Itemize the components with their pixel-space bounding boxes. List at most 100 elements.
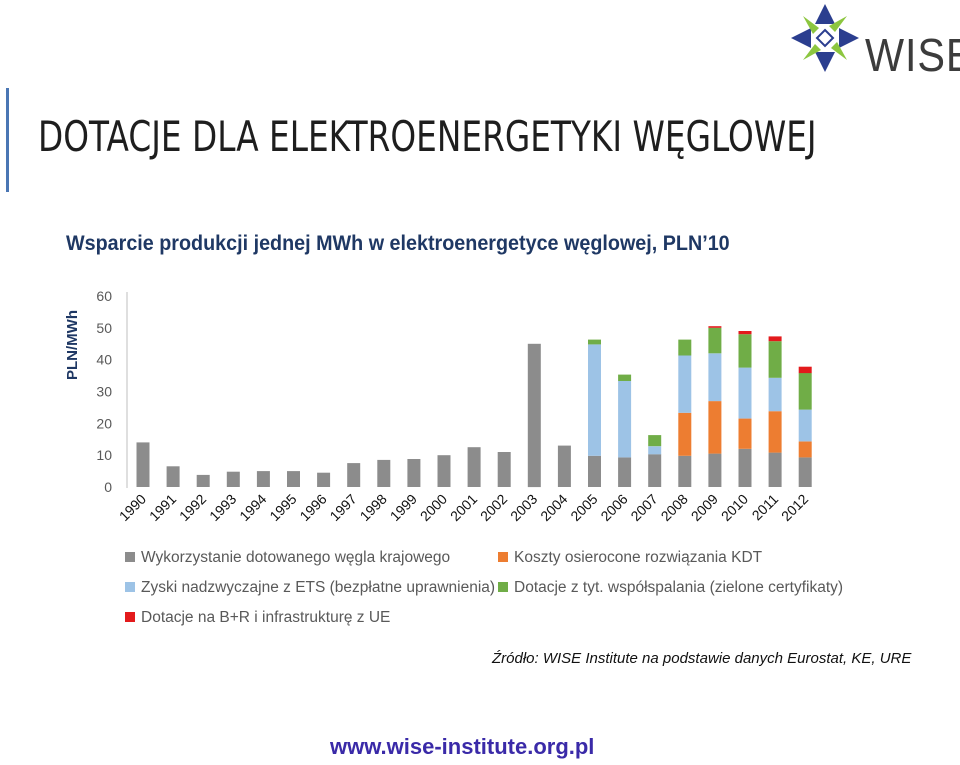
bar-segment-2008-s1 [678,412,692,456]
bar-segment-1996-s0 [317,472,331,487]
x-tick-label: 1994 [236,491,269,524]
bar-segment-2006-s0 [618,457,632,487]
legend-item: Koszty osierocone rozwiązania KDT [498,549,762,567]
y-tick-label: 0 [104,479,112,495]
bar-segment-2012-s0 [798,457,812,487]
bar-segment-2011-s1 [768,411,782,453]
x-tick-label: 2004 [537,491,570,524]
x-tick-label: 1990 [116,491,149,524]
bar-segment-2009-s3 [708,327,722,354]
wise-logo-icon [791,4,859,72]
legend-item: Dotacje z tyt. współspalania (zielone ce… [498,579,843,597]
source-note: Źródło: WISE Institute na podstawie dany… [492,650,912,667]
bar-segment-2008-s2 [678,355,692,413]
logo-text: WISE [865,29,960,81]
legend-swatch [125,612,135,622]
bar-segment-2009-s0 [708,453,722,487]
bar-segment-2011-s4 [768,336,782,342]
legend-label: Dotacje z tyt. współspalania (zielone ce… [514,579,844,596]
x-tick-label: 2000 [417,491,450,524]
legend-item: Wykorzystanie dotowanego węgla krajowego [125,549,450,567]
x-tick-label: 1998 [357,491,390,524]
bar-segment-2007-s0 [648,454,662,487]
x-tick-label: 2010 [718,491,751,524]
bar-segment-2003-s0 [527,343,541,488]
website-link[interactable]: www.wise-institute.org.pl [330,734,595,759]
legend-swatch [125,552,135,562]
bar-segment-1992-s0 [196,474,210,487]
bar-segment-2000-s0 [437,455,451,487]
bar-segment-2006-s3 [618,374,632,381]
bar-segment-2010-s4 [738,331,752,335]
bar-segment-2012-s1 [798,441,812,458]
legend-swatch [125,582,135,592]
y-tick-label: 50 [96,320,112,336]
x-tick-label: 1997 [326,491,359,524]
title-accent-bar [6,88,9,192]
bar-segment-2005-s2 [588,344,601,456]
bar-segment-2010-s1 [738,418,752,449]
bar-segment-1997-s0 [347,463,361,487]
bar-segment-2006-s2 [618,381,632,458]
bar-segment-2007-s2 [648,446,662,455]
y-tick-label: 30 [96,384,112,400]
bar-segment-2011-s0 [768,452,782,487]
x-tick-label: 1993 [206,491,239,524]
legend-swatch [498,582,508,592]
bar-segment-1998-s0 [377,459,391,487]
legend-item: Zyski nadzwyczajne z ETS (bezpłatne upra… [125,579,495,597]
bar-segment-2005-s0 [588,455,601,487]
bar-segment-2012-s2 [798,409,812,442]
bar-segment-1994-s0 [256,471,270,487]
x-tick-label: 1992 [176,491,209,524]
legend-label: Dotacje na B+R i infrastrukturę z UE [141,609,391,626]
bar-segment-2007-s3 [648,435,662,447]
x-tick-label: 2009 [688,491,721,524]
x-tick-label: 1996 [296,491,329,524]
x-tick-label: 2005 [567,491,600,524]
x-tick-label: 2008 [658,491,691,524]
bar-segment-2005-s3 [588,339,601,345]
x-tick-label: 2011 [749,491,782,524]
bar-segment-2012-s4 [798,366,812,374]
y-tick-label: 10 [96,447,112,463]
x-tick-label: 1995 [266,491,299,524]
bar-segment-2002-s0 [497,452,511,487]
bar-segment-2011-s2 [768,377,782,412]
legend-label: Zyski nadzwyczajne z ETS (bezpłatne upra… [141,579,496,596]
x-tick-label: 1991 [146,491,179,524]
bar-segment-2008-s0 [678,455,692,487]
x-tick-label: 2002 [477,491,510,524]
bar-segment-2009-s1 [708,401,722,454]
chart-title: Wsparcie produkcji jednej MWh w elektroe… [66,232,730,255]
legend-swatch [498,552,508,562]
bar-segment-1995-s0 [287,471,300,487]
bar-segment-2010-s3 [738,334,752,368]
legend-label: Wykorzystanie dotowanego węgla krajowego [141,549,451,566]
y-tick-label: 60 [96,288,112,304]
y-axis-label: PLN/MWh [64,310,81,380]
page-title: DOTACJE DLA ELEKTROENERGETYKI WĘGLOWEJ [38,112,817,161]
legend-label: Koszty osierocone rozwiązania KDT [514,549,763,566]
bar-segment-1990-s0 [136,442,150,487]
bar-segment-2010-s0 [738,448,752,487]
bar-segment-2008-s3 [678,339,692,356]
legend-item: Dotacje na B+R i infrastrukturę z UE [125,609,390,627]
bar-segment-2001-s0 [467,447,481,487]
x-tick-label: 2012 [778,491,811,524]
bar-segment-2009-s2 [708,353,722,402]
x-tick-label: 2007 [627,491,660,524]
bar-segment-2011-s3 [768,341,782,378]
bar-segment-2004-s0 [557,445,571,487]
bar-segment-1991-s0 [166,466,180,487]
bar-segment-2010-s2 [738,367,752,419]
x-tick-label: 2001 [447,491,480,524]
bar-segment-1999-s0 [407,459,421,487]
x-tick-label: 1999 [387,491,420,524]
bar-segment-1993-s0 [226,471,240,487]
y-tick-label: 20 [96,415,112,431]
x-tick-label: 2006 [597,491,630,524]
y-tick-label: 40 [96,352,112,368]
bar-segment-2009-s4 [708,326,722,328]
